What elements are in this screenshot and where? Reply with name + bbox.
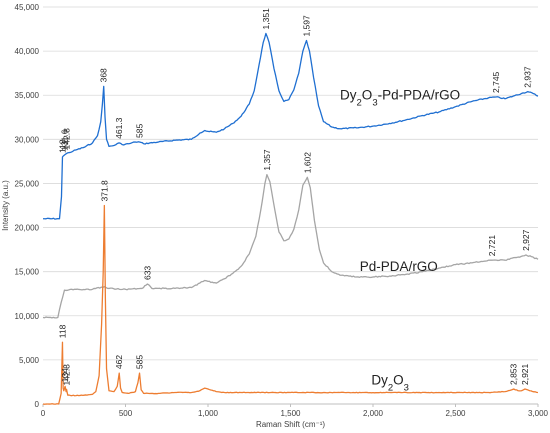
y-tick-label: 25,000 — [15, 179, 40, 188]
series-line-0 — [42, 32, 539, 220]
axes: 0 500 1,000 1,500 2,000 2,500 3,000 — [41, 403, 549, 418]
peak-label: 131.6 — [60, 129, 70, 151]
series-line-1 — [42, 173, 539, 319]
peak-label: 1,357 — [262, 149, 272, 171]
peak-label: 1,351 — [261, 8, 271, 30]
peak-label: 2,721 — [487, 235, 497, 257]
peak-label: 2,937 — [523, 66, 533, 88]
series-name-label: Pd-PDA/rGO — [360, 259, 438, 274]
peak-label: 118 — [57, 139, 67, 153]
peak-label: 462 — [114, 355, 124, 369]
y-tick-label: 35,000 — [15, 91, 40, 100]
peak-label: 371.8 — [99, 180, 109, 202]
peak-label: 1,602 — [302, 152, 312, 174]
y-axis-title: Intensity (a.u.) — [1, 180, 10, 231]
x-tick-label: 3,000 — [528, 409, 549, 418]
x-tick-label: 1,500 — [280, 409, 301, 418]
x-axis-title: Raman Shift (cm⁻¹) — [256, 420, 325, 429]
series-name-label: Dy2O3-Pd-PDA/rGO — [340, 88, 460, 109]
peak-label: 368 — [99, 68, 109, 82]
gridlines: 0 5,000 10,000 15,000 20,000 25,000 30,000 35,0… — [15, 3, 538, 409]
peak-label: 585 — [135, 355, 145, 369]
x-tick-label: 1,000 — [198, 409, 219, 418]
peak-label: 2,921 — [520, 363, 530, 385]
peak-label: 142.8 — [62, 128, 72, 150]
series-labels: Dy2O3-Pd-PDA/rGO Pd-PDA/rGO Dy2O3 — [340, 88, 460, 393]
peak-label: 2,853 — [509, 363, 519, 385]
x-tick-label: 2,000 — [363, 409, 384, 418]
series-name-label: Dy2O3 — [371, 373, 409, 394]
peak-label: 461.3 — [114, 117, 124, 139]
peak-label: 118 — [57, 324, 67, 338]
y-tick-label: 0 — [35, 400, 40, 409]
y-tick-label: 45,000 — [15, 3, 40, 12]
y-tick-label: 30,000 — [15, 135, 40, 144]
peak-label: 134 — [60, 368, 70, 382]
peak-label: 633 — [142, 266, 152, 280]
peak-label: 1,597 — [302, 15, 312, 37]
peak-label: 2,745 — [491, 71, 501, 93]
y-tick-label: 5,000 — [19, 356, 40, 365]
series-line-2 — [42, 204, 539, 405]
y-tick-label: 40,000 — [15, 47, 40, 56]
x-tick-label: 500 — [119, 409, 133, 418]
x-tick-label: 0 — [41, 409, 46, 418]
y-tick-label: 15,000 — [15, 268, 40, 277]
peak-label: 585 — [135, 124, 145, 138]
series-lines — [42, 32, 539, 405]
y-tick-label: 10,000 — [15, 312, 40, 321]
peak-label: 142.8 — [62, 364, 72, 386]
peak-label: 2,927 — [521, 229, 531, 251]
x-tick-label: 2,500 — [445, 409, 466, 418]
y-tick-label: 20,000 — [15, 224, 40, 233]
